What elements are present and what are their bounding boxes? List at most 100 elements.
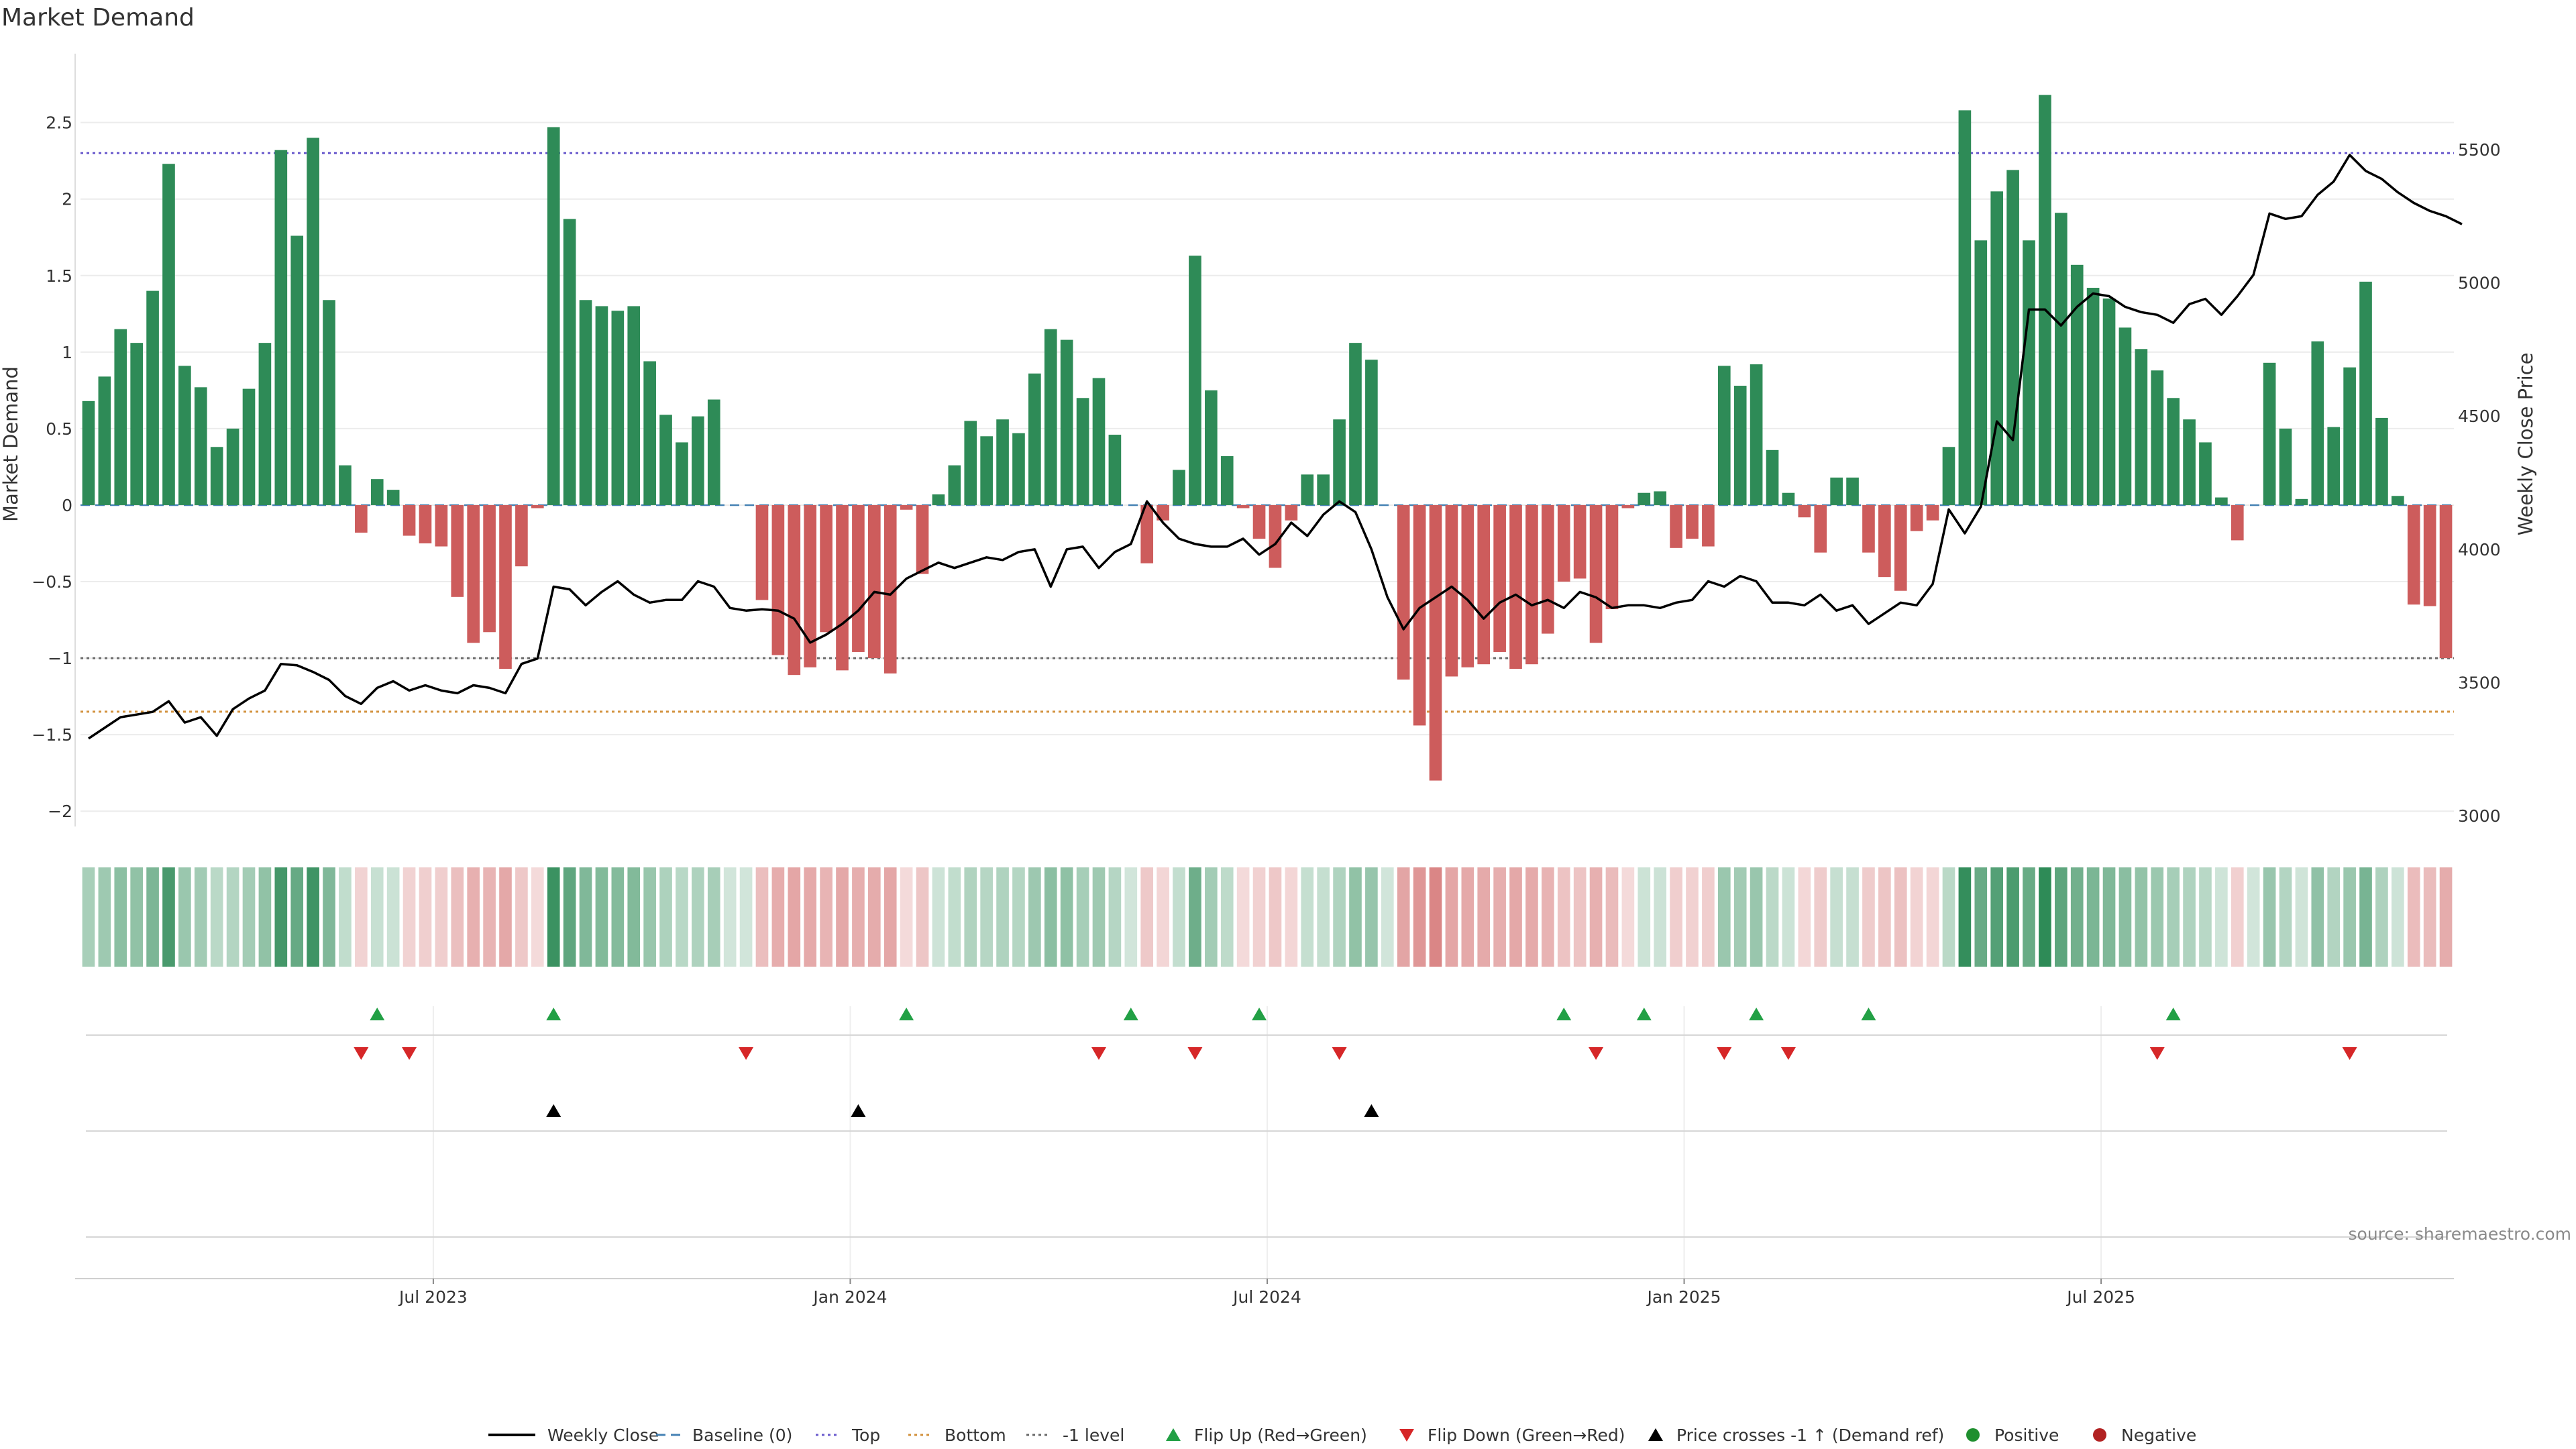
heat-cell <box>1028 867 1041 967</box>
demand-bar <box>996 419 1009 505</box>
left-tick-label: 0 <box>62 496 72 515</box>
heat-cell <box>531 867 544 967</box>
demand-bar <box>355 504 368 533</box>
heat-cell <box>1044 867 1057 967</box>
demand-bar <box>1349 343 1362 505</box>
heat-cell <box>1108 867 1122 967</box>
heat-cell <box>1189 867 1201 967</box>
demand-bar <box>1670 504 1682 548</box>
heat-cell <box>323 867 335 967</box>
demand-bar <box>1717 366 1731 505</box>
demand-bar <box>1205 390 1218 505</box>
demand-bar <box>932 494 945 505</box>
heat-cell <box>2439 867 2453 967</box>
heat-cell <box>1557 867 1570 967</box>
demand-bar <box>1573 504 1587 579</box>
heat-cell <box>1894 867 1907 967</box>
left-tick-label: −1 <box>48 649 72 668</box>
flip-down-marker <box>739 1047 754 1060</box>
demand-bar <box>2054 213 2068 505</box>
demand-bar <box>2102 298 2116 505</box>
demand-bar <box>2359 281 2372 505</box>
heat-cell <box>2279 867 2292 967</box>
demand-bar <box>242 388 256 505</box>
demand-bar <box>1766 449 1779 505</box>
x-tick-label: Jul 2025 <box>2065 1287 2135 1307</box>
left-tick-label: 2.5 <box>46 113 72 133</box>
heat-cell <box>1798 867 1811 967</box>
heat-cell <box>210 867 223 967</box>
heat-cell <box>1525 867 1538 967</box>
heat-cell <box>1621 867 1635 967</box>
heat-cell <box>1413 867 1426 967</box>
heat-cell <box>499 867 512 967</box>
heat-cell <box>1573 867 1587 967</box>
x-tick-label: Jul 2023 <box>398 1287 468 1307</box>
legend-label: Bottom <box>945 1426 1006 1445</box>
flip-up-marker <box>370 1008 385 1020</box>
heat-cell <box>2102 867 2116 967</box>
demand-bar <box>483 504 496 633</box>
demand-bar <box>1477 504 1491 665</box>
demand-bar <box>707 399 720 505</box>
heat-cell <box>2023 867 2035 967</box>
demand-bar <box>611 311 625 505</box>
chart-title: Market Demand <box>1 4 195 32</box>
demand-bar <box>1429 504 1442 781</box>
demand-bar <box>1525 504 1538 665</box>
right-tick-label: 5500 <box>2458 140 2501 160</box>
heat-cell <box>2295 867 2308 967</box>
demand-bar <box>883 504 897 674</box>
demand-bar <box>1910 504 1923 531</box>
legend-swatch <box>1399 1429 1414 1442</box>
left-tick-label: 1 <box>62 343 72 362</box>
demand-bar <box>852 504 865 652</box>
demand-bar <box>1044 329 1057 505</box>
heat-cell <box>2327 867 2341 967</box>
demand-bar <box>2263 362 2276 505</box>
demand-bar <box>258 343 272 505</box>
heat-cell <box>1942 867 1955 967</box>
heat-cell <box>290 867 304 967</box>
heat-cell <box>1220 867 1234 967</box>
demand-bar <box>1333 419 1346 505</box>
demand-bar <box>162 164 175 505</box>
demand-bar <box>1076 398 1089 505</box>
heat-cell <box>2183 867 2196 967</box>
x-tick-label: Jan 2024 <box>812 1287 887 1307</box>
heat-cell <box>2167 867 2180 967</box>
demand-bar <box>146 290 159 505</box>
heat-cell <box>1974 867 1988 967</box>
flip-down-marker <box>1091 1047 1106 1060</box>
left-tick-label: 0.5 <box>46 419 72 439</box>
heat-cell <box>788 867 801 967</box>
left-y-axis: 2.5 2 1.5 1 0.5 0 −0.5 −1 −1.5 −2 <box>32 54 76 826</box>
heat-cell <box>1862 867 1875 967</box>
heat-cell <box>2199 867 2212 967</box>
flip-up-marker <box>1556 1008 1572 1020</box>
demand-bars <box>82 95 2453 781</box>
demand-bar <box>2327 427 2341 505</box>
legend-label: Price crosses -1 ↑ (Demand ref) <box>1676 1426 1944 1445</box>
heat-cell <box>996 867 1009 967</box>
heat-cell <box>2392 867 2404 967</box>
flip-down-marker <box>1780 1047 1796 1060</box>
flip-markers-panel <box>86 1008 2447 1060</box>
demand-bar <box>2183 419 2196 505</box>
heat-cell <box>1092 867 1106 967</box>
demand-bar <box>692 416 704 505</box>
heat-cell <box>1397 867 1410 967</box>
demand-bar <box>1686 504 1699 539</box>
flip-down-marker <box>1332 1047 1347 1060</box>
heat-cell <box>2231 867 2244 967</box>
demand-bar <box>820 504 833 633</box>
demand-bar <box>1493 504 1506 652</box>
demand-bar <box>1990 191 2004 505</box>
demand-bar <box>2392 496 2404 505</box>
demand-bar <box>226 428 239 505</box>
heat-cell <box>1429 867 1442 967</box>
heat-cell <box>1654 867 1667 967</box>
demand-bar <box>2151 370 2164 505</box>
demand-bar <box>1878 504 1891 578</box>
demand-bar <box>1252 504 1266 539</box>
